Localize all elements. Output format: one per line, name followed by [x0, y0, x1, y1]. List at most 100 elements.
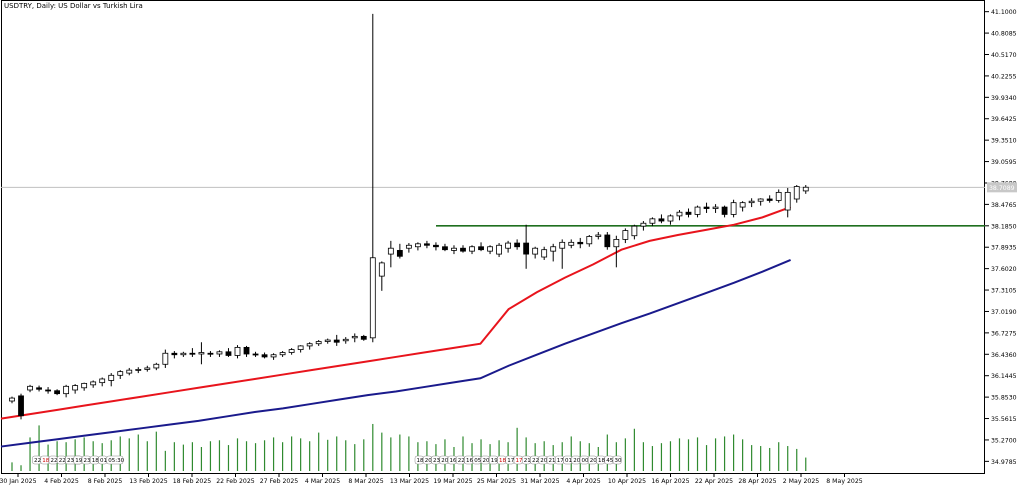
candle-body[interactable]: [496, 244, 502, 255]
candle-body[interactable]: [81, 382, 88, 389]
candle-body[interactable]: [153, 363, 160, 369]
candle-body[interactable]: [351, 335, 358, 339]
candle-body[interactable]: [99, 378, 106, 384]
candle-body[interactable]: [766, 198, 773, 201]
candle-body[interactable]: [478, 246, 484, 251]
candle-body[interactable]: [433, 244, 439, 248]
y-tick-label: 37.8935: [991, 245, 1017, 252]
candle-body[interactable]: [568, 241, 575, 246]
candle-body[interactable]: [595, 234, 602, 237]
candle-body[interactable]: [261, 354, 268, 358]
candle-body[interactable]: [225, 351, 232, 356]
candle-body[interactable]: [604, 234, 611, 248]
candle-body[interactable]: [505, 242, 512, 249]
candle-body[interactable]: [487, 246, 493, 252]
candle-body[interactable]: [369, 257, 376, 339]
ma-slow-line[interactable]: [0, 259, 791, 448]
candle-body[interactable]: [342, 338, 349, 342]
candle-body[interactable]: [189, 352, 196, 355]
candle-body[interactable]: [324, 339, 331, 342]
candle-body[interactable]: [396, 250, 403, 257]
candle-body[interactable]: [559, 241, 566, 249]
candle-body[interactable]: [360, 335, 367, 340]
candle-body[interactable]: [270, 354, 277, 358]
time-label: 20:: [540, 458, 549, 464]
candle-body[interactable]: [676, 211, 683, 217]
candle-body[interactable]: [640, 222, 647, 227]
candle-body[interactable]: [631, 225, 638, 237]
candle-body[interactable]: [469, 246, 475, 252]
candle-body[interactable]: [685, 211, 692, 215]
x-tick-label: 16 Apr 2025: [651, 478, 689, 485]
candle-body[interactable]: [460, 247, 466, 252]
candle-body[interactable]: [72, 385, 79, 391]
y-tick-label: 40.8085: [991, 31, 1017, 38]
candle-body[interactable]: [108, 374, 115, 381]
candle-body[interactable]: [243, 346, 250, 355]
candle-body[interactable]: [694, 206, 701, 215]
candle-body[interactable]: [315, 341, 322, 345]
candle-body[interactable]: [216, 351, 223, 355]
candle-body[interactable]: [712, 206, 719, 209]
candle-body[interactable]: [802, 186, 809, 192]
candle-body[interactable]: [162, 352, 169, 365]
candle-body[interactable]: [378, 262, 385, 277]
candle-body[interactable]: [793, 186, 800, 200]
candle-body[interactable]: [739, 202, 746, 208]
candle-body[interactable]: [180, 352, 187, 356]
candle-body[interactable]: [9, 397, 15, 402]
candle-body[interactable]: [523, 242, 530, 255]
candle-body[interactable]: [279, 352, 286, 356]
candle-body[interactable]: [234, 346, 241, 356]
candle-body[interactable]: [532, 247, 539, 255]
candle-body[interactable]: [649, 218, 656, 224]
candle-body[interactable]: [126, 369, 133, 374]
candle-body[interactable]: [135, 369, 142, 371]
candle-body[interactable]: [117, 371, 124, 376]
candle-body[interactable]: [550, 246, 557, 252]
candle-body[interactable]: [613, 238, 620, 248]
candle-body[interactable]: [45, 389, 51, 392]
candle-body[interactable]: [667, 215, 674, 222]
candle-body[interactable]: [333, 339, 340, 343]
candle-body[interactable]: [748, 200, 755, 204]
candle-body[interactable]: [306, 343, 313, 347]
candle-body[interactable]: [514, 242, 521, 248]
candle-body[interactable]: [297, 345, 304, 350]
candle-body[interactable]: [414, 243, 421, 248]
candle-body[interactable]: [36, 387, 42, 390]
candle-body[interactable]: [541, 249, 548, 258]
candle-body[interactable]: [63, 385, 70, 395]
candle-body[interactable]: [144, 367, 151, 370]
candle-body[interactable]: [451, 247, 457, 251]
candle-body[interactable]: [784, 191, 791, 211]
candle-body[interactable]: [27, 385, 33, 391]
candle-body[interactable]: [442, 246, 448, 251]
candle-body[interactable]: [405, 244, 412, 249]
candle-body[interactable]: [622, 230, 629, 240]
candle-body[interactable]: [288, 349, 295, 353]
price-tag-label: 38.7089: [989, 185, 1015, 192]
candle-body[interactable]: [703, 206, 710, 209]
candle-body[interactable]: [721, 206, 728, 215]
candle-body[interactable]: [387, 247, 394, 255]
candle-body[interactable]: [424, 243, 430, 246]
candle-body[interactable]: [730, 202, 737, 215]
ma-fast-line[interactable]: [0, 206, 791, 420]
candle-body[interactable]: [207, 352, 214, 355]
candle-body[interactable]: [54, 390, 60, 395]
candle-body[interactable]: [586, 236, 593, 245]
candle-body[interactable]: [577, 241, 584, 245]
candle-body[interactable]: [775, 191, 782, 201]
candle-body[interactable]: [90, 381, 97, 386]
candle-body[interactable]: [18, 395, 24, 417]
candle-body[interactable]: [171, 352, 178, 356]
candle-body[interactable]: [198, 352, 205, 355]
time-label: 20:: [590, 458, 599, 464]
candle-body[interactable]: [252, 353, 259, 356]
y-tick-label: 40.5170: [991, 52, 1017, 59]
x-tick-label: 8 May 2025: [826, 478, 862, 485]
candle-body[interactable]: [757, 198, 764, 202]
candle-body[interactable]: [658, 218, 665, 222]
